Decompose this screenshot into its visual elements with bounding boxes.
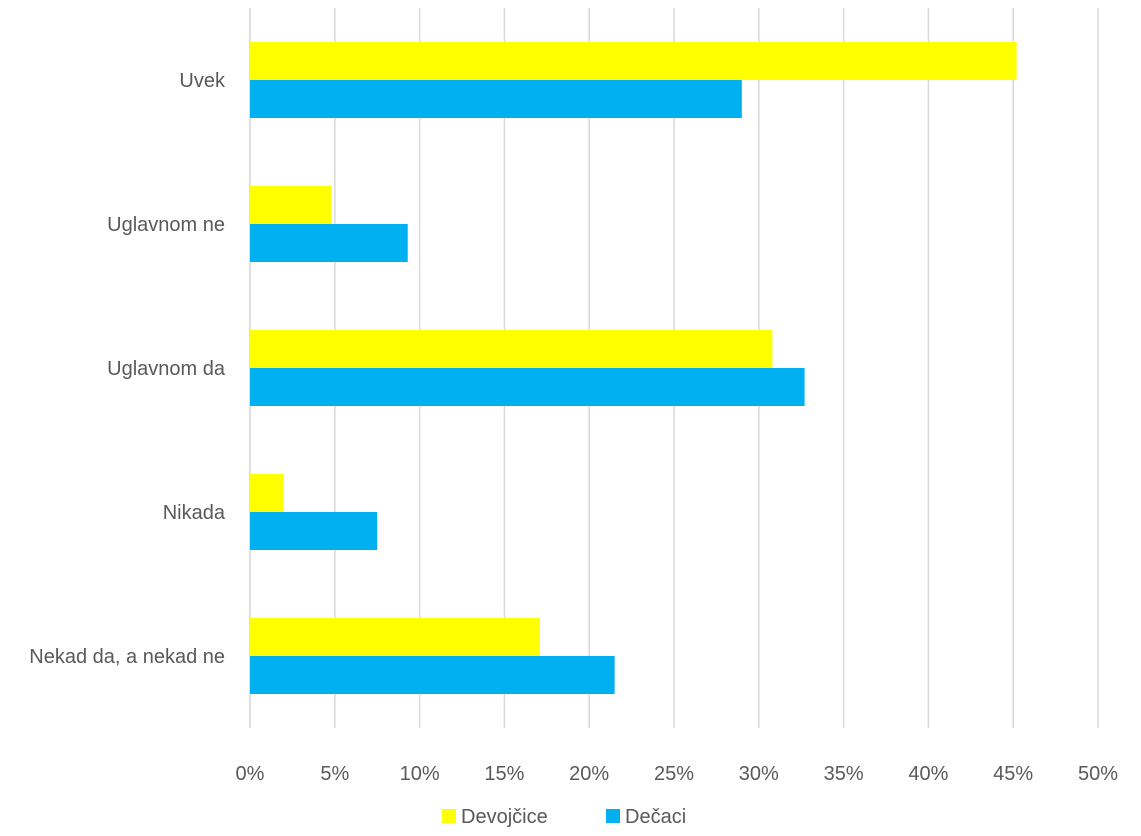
- category-label: Nekad da, a nekad ne: [29, 646, 225, 668]
- bar-devojčice: [250, 186, 332, 224]
- legend-label: Dečaci: [625, 806, 686, 828]
- x-axis-tick-labels: 0% 5% 10% 15% 20% 25% 30% 35% 40% 45% 50%: [236, 763, 1119, 785]
- x-tick-label: 0%: [236, 763, 265, 785]
- x-tick-label: 30%: [739, 763, 779, 785]
- bar-devojčice: [250, 618, 541, 656]
- category-label: Uglavnom da: [107, 358, 226, 380]
- bar-dečaci: [250, 368, 805, 406]
- legend: Devojčice Dečaci: [442, 806, 686, 828]
- x-tick-label: 40%: [908, 763, 948, 785]
- x-tick-label: 25%: [654, 763, 694, 785]
- x-tick-label: 5%: [320, 763, 349, 785]
- x-tick-label: 10%: [400, 763, 440, 785]
- x-tick-label: 15%: [484, 763, 524, 785]
- bar-devojčice: [250, 330, 773, 368]
- category-label: Uvek: [179, 70, 226, 92]
- legend-swatch: [442, 809, 456, 823]
- x-tick-label: 50%: [1078, 763, 1118, 785]
- category-labels: Uvek Uglavnom ne Uglavnom da Nikada Nekad da…: [29, 70, 226, 668]
- legend-label: Devojčice: [461, 806, 548, 828]
- category-label: Nikada: [163, 502, 226, 524]
- category-label: Uglavnom ne: [107, 214, 225, 236]
- bar-dečaci: [250, 512, 378, 550]
- x-tick-label: 45%: [993, 763, 1033, 785]
- bar-devojčice: [250, 474, 284, 512]
- x-tick-label: 20%: [569, 763, 609, 785]
- bar-dečaci: [250, 656, 615, 694]
- legend-swatch: [606, 809, 620, 823]
- bars: [250, 42, 1017, 694]
- bar-devojčice: [250, 42, 1017, 80]
- bar-dečaci: [250, 224, 408, 262]
- bar-dečaci: [250, 80, 742, 118]
- x-tick-label: 35%: [824, 763, 864, 785]
